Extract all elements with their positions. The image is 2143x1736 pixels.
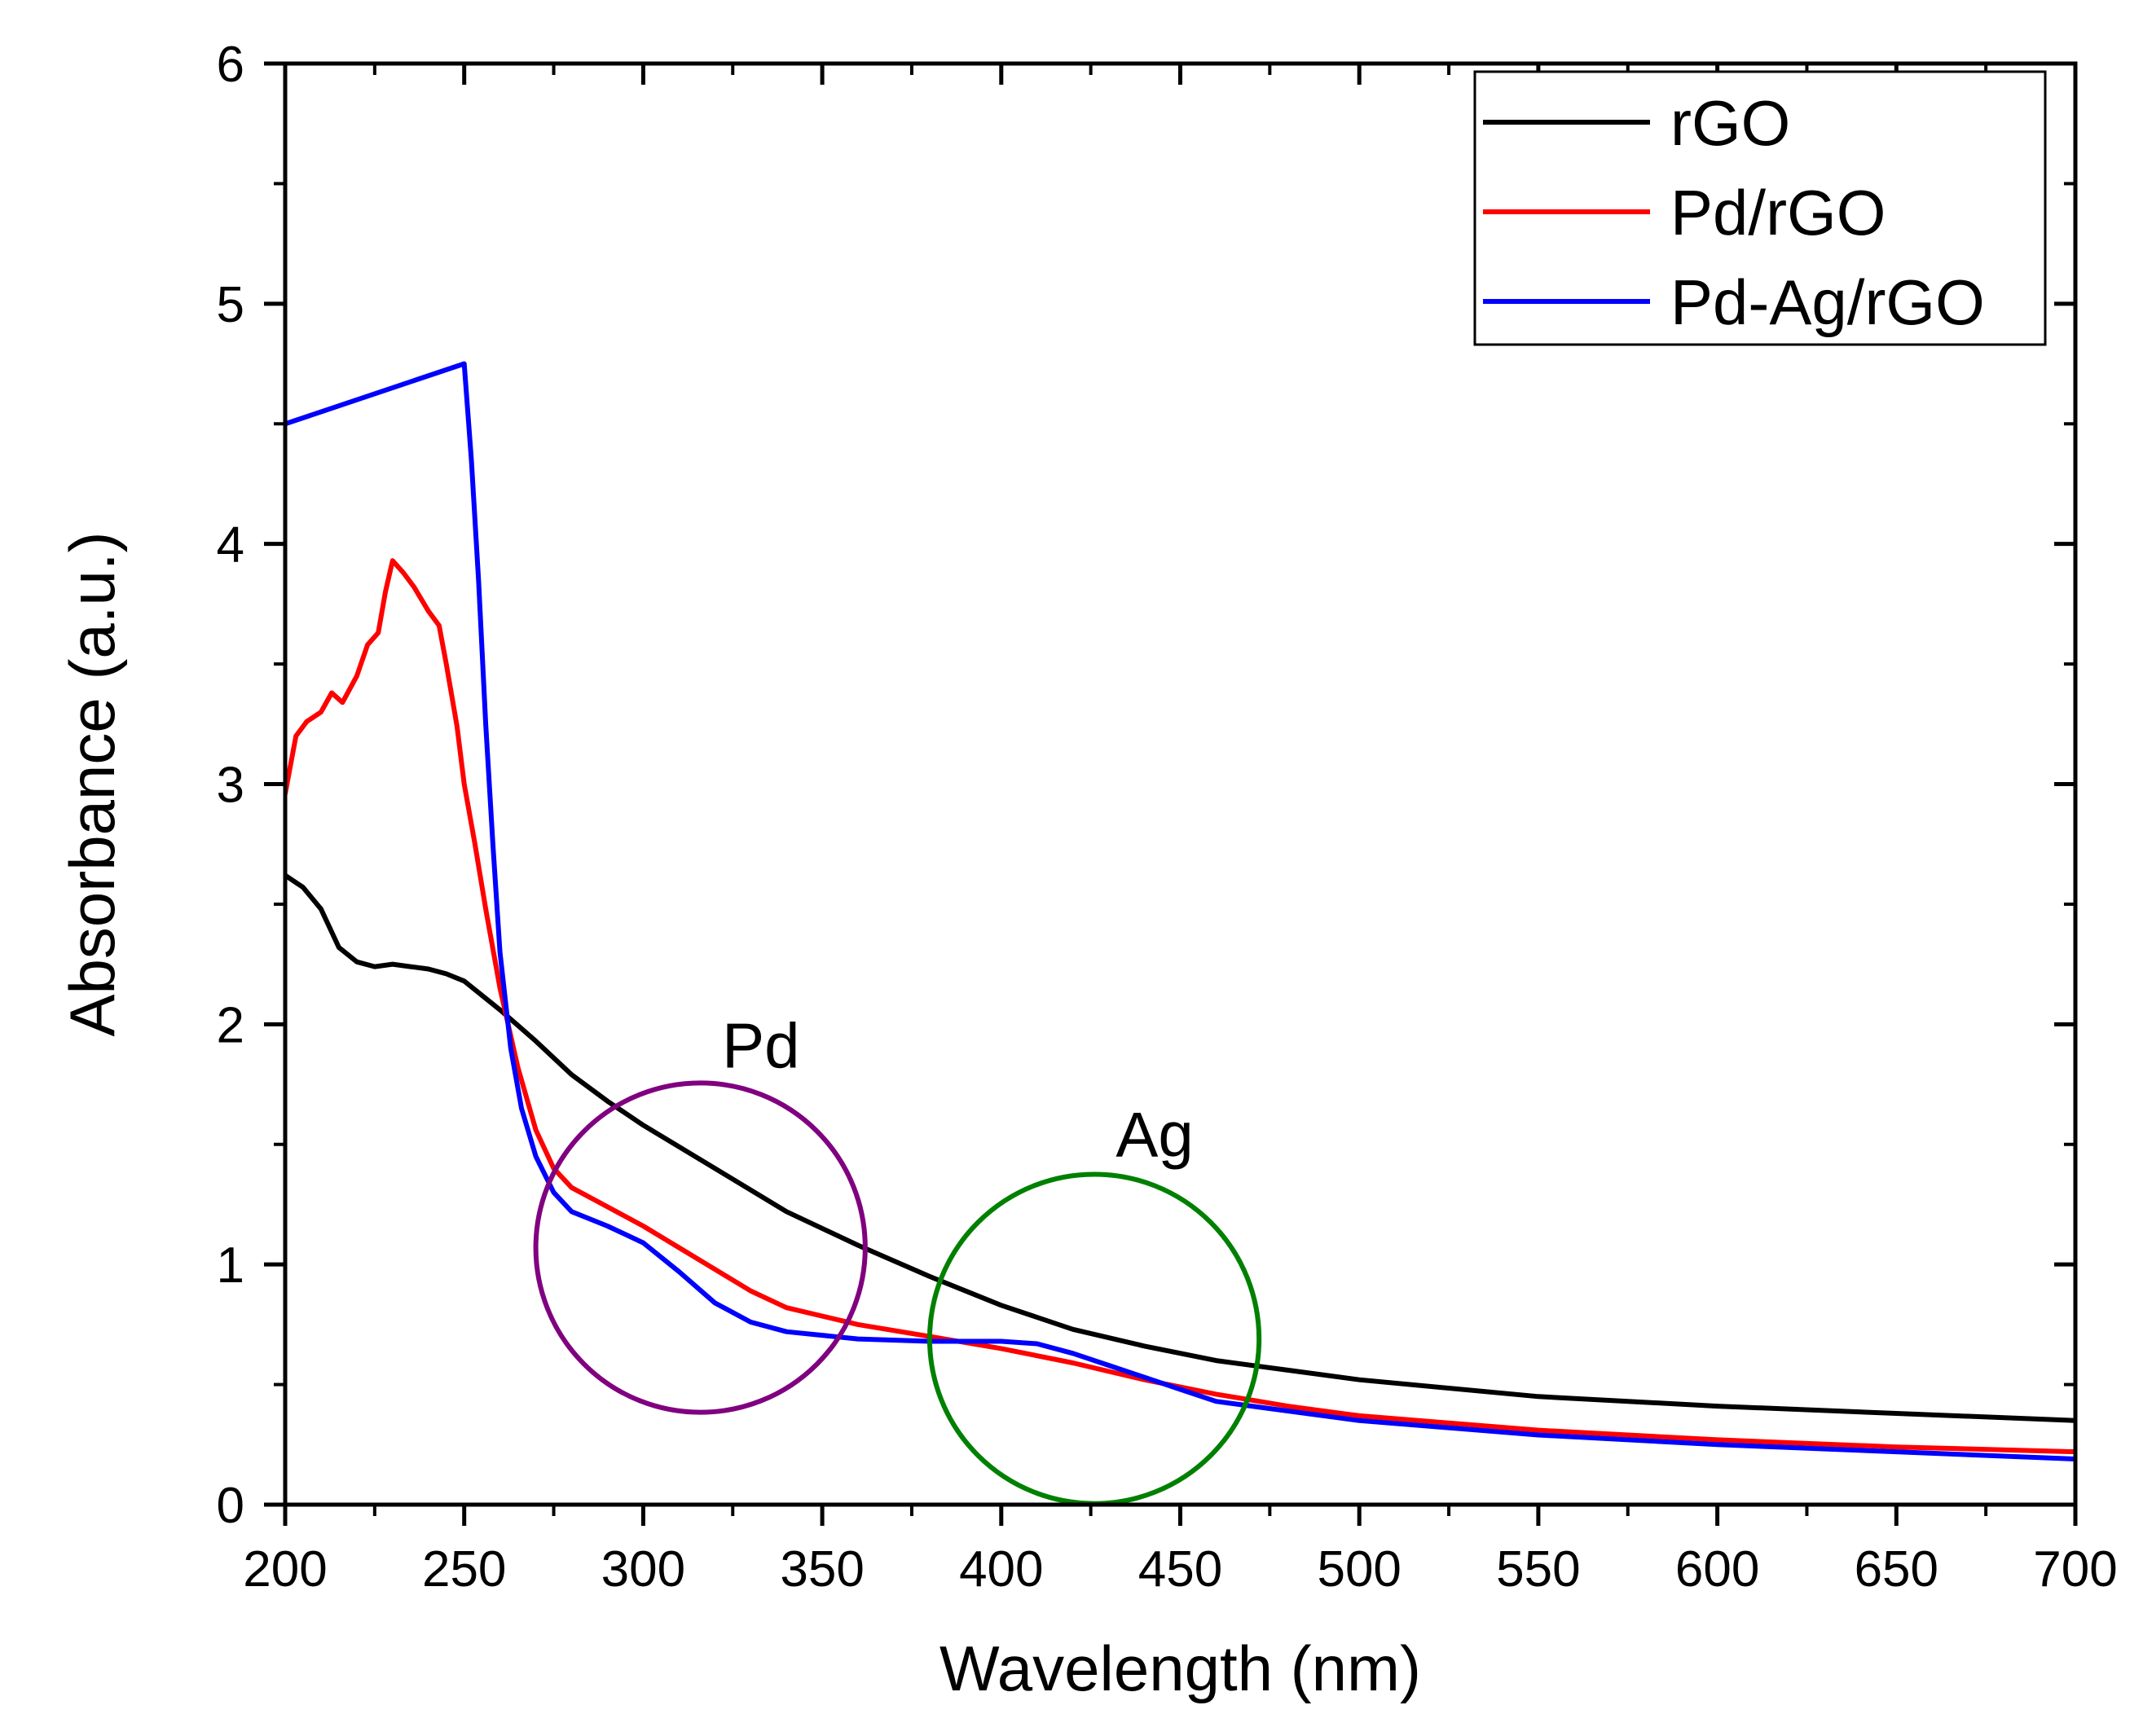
legend-label-pd-rgo: Pd/rGO <box>1670 177 1886 248</box>
y-tick-label: 3 <box>217 758 244 814</box>
x-tick-label: 700 <box>2033 1541 2117 1598</box>
annotation-label-pd: Pd <box>722 1009 799 1081</box>
annotation-circle-pd <box>533 1080 868 1415</box>
legend: rGO Pd/rGO Pd-Ag/rGO <box>1473 70 2047 346</box>
annotation-layer: Pd Ag <box>533 1009 1262 1506</box>
x-tick-label: 400 <box>959 1541 1043 1598</box>
x-tick-label: 500 <box>1317 1541 1401 1598</box>
y-tick-label: 4 <box>217 517 244 574</box>
x-tick-label: 550 <box>1496 1541 1580 1598</box>
x-axis-title: Wavelength (nm) <box>939 1633 1421 1704</box>
x-tick-label: 450 <box>1138 1541 1222 1598</box>
series-layer <box>285 361 2075 1461</box>
x-tick-label: 250 <box>422 1541 506 1598</box>
series-line-rgo <box>285 872 2075 1423</box>
y-axis-title: Absorbance (a.u.) <box>56 531 128 1036</box>
legend-label-pd-ag-rgo: Pd-Ag/rGO <box>1670 266 1985 338</box>
series-line-pd-ag-rgo <box>285 361 2075 1461</box>
legend-label-rgo: rGO <box>1670 87 1790 159</box>
y-tick-label: 0 <box>217 1478 244 1534</box>
y-tick-label: 2 <box>217 997 244 1053</box>
annotation-label-ag: Ag <box>1116 1098 1193 1170</box>
x-tick-label: 200 <box>243 1541 327 1598</box>
y-tick-label: 1 <box>217 1237 244 1294</box>
y-tick-label: 6 <box>217 37 244 93</box>
x-tick-label: 600 <box>1675 1541 1759 1598</box>
x-tick-label: 350 <box>780 1541 864 1598</box>
x-tick-label: 650 <box>1855 1541 1938 1598</box>
x-tick-label: 300 <box>601 1541 685 1598</box>
y-tick-label: 5 <box>217 277 244 333</box>
tick-layer: 200 250 300 350 400 450 500 550 600 650 700 0 1 2 3 4 5 6 <box>217 37 2118 1598</box>
